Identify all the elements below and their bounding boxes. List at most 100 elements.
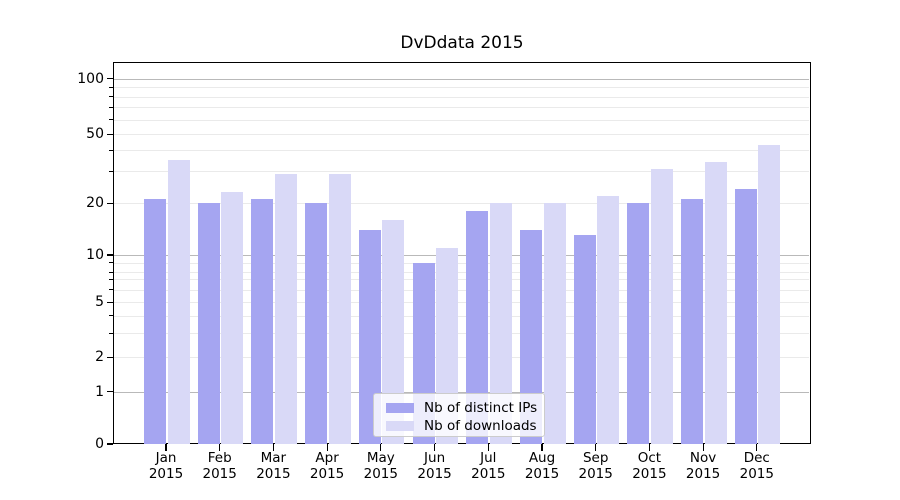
bar-distinct-ips-apr [305, 203, 328, 444]
plot-area [112, 61, 811, 444]
y-minor-tick-80 [109, 96, 113, 98]
gridline-y-80 [114, 96, 810, 98]
x-tick-label-mar: Mar 2015 [256, 450, 291, 482]
y-minor-tick-40 [109, 149, 113, 151]
legend-item: Nb of distinct IPs [386, 399, 544, 416]
y-minor-tick-9 [109, 262, 113, 264]
bar-distinct-ips-mar [251, 199, 274, 444]
y-minor-tick-70 [109, 106, 113, 108]
x-tick-label-feb: Feb 2015 [202, 450, 237, 482]
y-tick-label-0: 0 [95, 436, 104, 452]
y-tick-20 [106, 202, 113, 204]
y-tick-label-20: 20 [86, 195, 104, 212]
gridline-y-20 [114, 203, 810, 205]
y-tick-label-50: 50 [86, 126, 104, 143]
y-tick-100 [106, 77, 113, 80]
y-minor-tick-3 [109, 332, 113, 334]
x-tick-label-nov: Nov 2015 [685, 450, 721, 482]
y-tick-label-100: 100 [77, 70, 104, 87]
bar-downloads-feb [221, 192, 244, 444]
bar-distinct-ips-jul [466, 211, 489, 444]
legend-label: Nb of distinct IPs [424, 399, 538, 416]
x-tick-label-jul: Jul 2015 [471, 450, 506, 482]
gridline-y-50 [114, 134, 810, 136]
bar-distinct-ips-dec [734, 188, 757, 444]
y-tick-label-2: 2 [95, 349, 104, 366]
x-tick-sep [595, 444, 597, 451]
x-tick-jun [433, 444, 436, 451]
gridline-y-7 [114, 279, 810, 281]
gridline-y-60 [114, 119, 810, 121]
y-minor-tick-6 [109, 289, 113, 291]
bar-distinct-ips-aug [520, 229, 542, 444]
legend-swatch-distinct-ips [386, 402, 414, 413]
legend: Nb of distinct IPs Nb of downloads [373, 393, 545, 437]
bar-downloads-oct [650, 168, 673, 444]
y-minor-tick-60 [109, 119, 113, 120]
x-tick-label-may: May 2015 [363, 450, 398, 482]
x-tick-apr [326, 444, 328, 451]
bar-downloads-may [382, 219, 405, 444]
x-tick-label-jun: Jun 2015 [417, 450, 452, 482]
bar-downloads-sep [597, 195, 620, 444]
bar-downloads-jan [167, 159, 190, 444]
bar-distinct-ips-nov [681, 199, 704, 444]
gridline-y-10 [114, 255, 810, 256]
y-minor-tick-90 [109, 86, 113, 88]
y-minor-tick-30 [109, 170, 113, 172]
x-tick-nov [702, 444, 704, 451]
x-tick-label-dec: Dec 2015 [739, 450, 774, 482]
y-minor-tick-4 [109, 315, 113, 317]
x-tick-may [380, 444, 382, 451]
bar-downloads-dec [758, 144, 781, 444]
x-tick-dec [756, 444, 758, 451]
gridline-y-1 [114, 391, 810, 393]
gridline-y-30 [114, 171, 810, 173]
bar-distinct-ips-oct [627, 203, 650, 444]
bar-downloads-nov [704, 162, 727, 444]
x-tick-jul [487, 444, 489, 451]
gridline-y-3 [114, 333, 810, 334]
x-tick-label-jan: Jan 2015 [148, 450, 184, 482]
bar-distinct-ips-may [358, 229, 381, 444]
x-tick-label-sep: Sep 2015 [578, 450, 613, 482]
gridline-y-5 [114, 302, 810, 304]
y-tick-label-1: 1 [95, 383, 104, 400]
x-tick-label-aug: Aug 2015 [524, 450, 560, 482]
chart-title: DvDdata 2015 [400, 33, 524, 53]
gridline-y-70 [114, 107, 810, 109]
y-tick-5 [106, 301, 113, 303]
x-tick-jan [165, 444, 167, 451]
x-tick-label-oct: Oct 2015 [632, 450, 667, 482]
bar-distinct-ips-feb [197, 203, 220, 444]
y-minor-tick-8 [109, 271, 113, 273]
legend-swatch-downloads [386, 420, 414, 431]
bar-downloads-mar [274, 174, 297, 444]
bar-distinct-ips-jan [144, 199, 166, 444]
bar-downloads-jul [489, 203, 512, 444]
x-tick-aug [541, 444, 543, 451]
y-minor-tick-7 [109, 278, 113, 280]
bar-downloads-aug [543, 203, 566, 444]
bar-downloads-apr [328, 174, 351, 444]
x-tick-feb [219, 444, 221, 451]
gridline-y-2 [114, 357, 810, 359]
gridline-y-4 [114, 315, 810, 317]
y-tick-1 [106, 390, 113, 393]
legend-label: Nb of downloads [424, 417, 537, 434]
y-tick-label-5: 5 [95, 294, 104, 311]
x-tick-oct [648, 444, 651, 451]
y-tick-2 [106, 356, 113, 358]
x-tick-label-apr: Apr 2015 [309, 450, 345, 482]
bar-distinct-ips-sep [573, 235, 596, 444]
gridline-y-9 [114, 262, 810, 264]
gridline-y-6 [114, 289, 810, 291]
y-tick-label-10: 10 [86, 247, 104, 263]
y-tick-50 [106, 133, 113, 135]
gridline-y-100 [114, 78, 810, 80]
x-tick-mar [272, 444, 275, 451]
gridline-y-40 [114, 150, 810, 151]
y-tick-10 [106, 254, 113, 256]
legend-item: Nb of downloads [386, 417, 544, 434]
